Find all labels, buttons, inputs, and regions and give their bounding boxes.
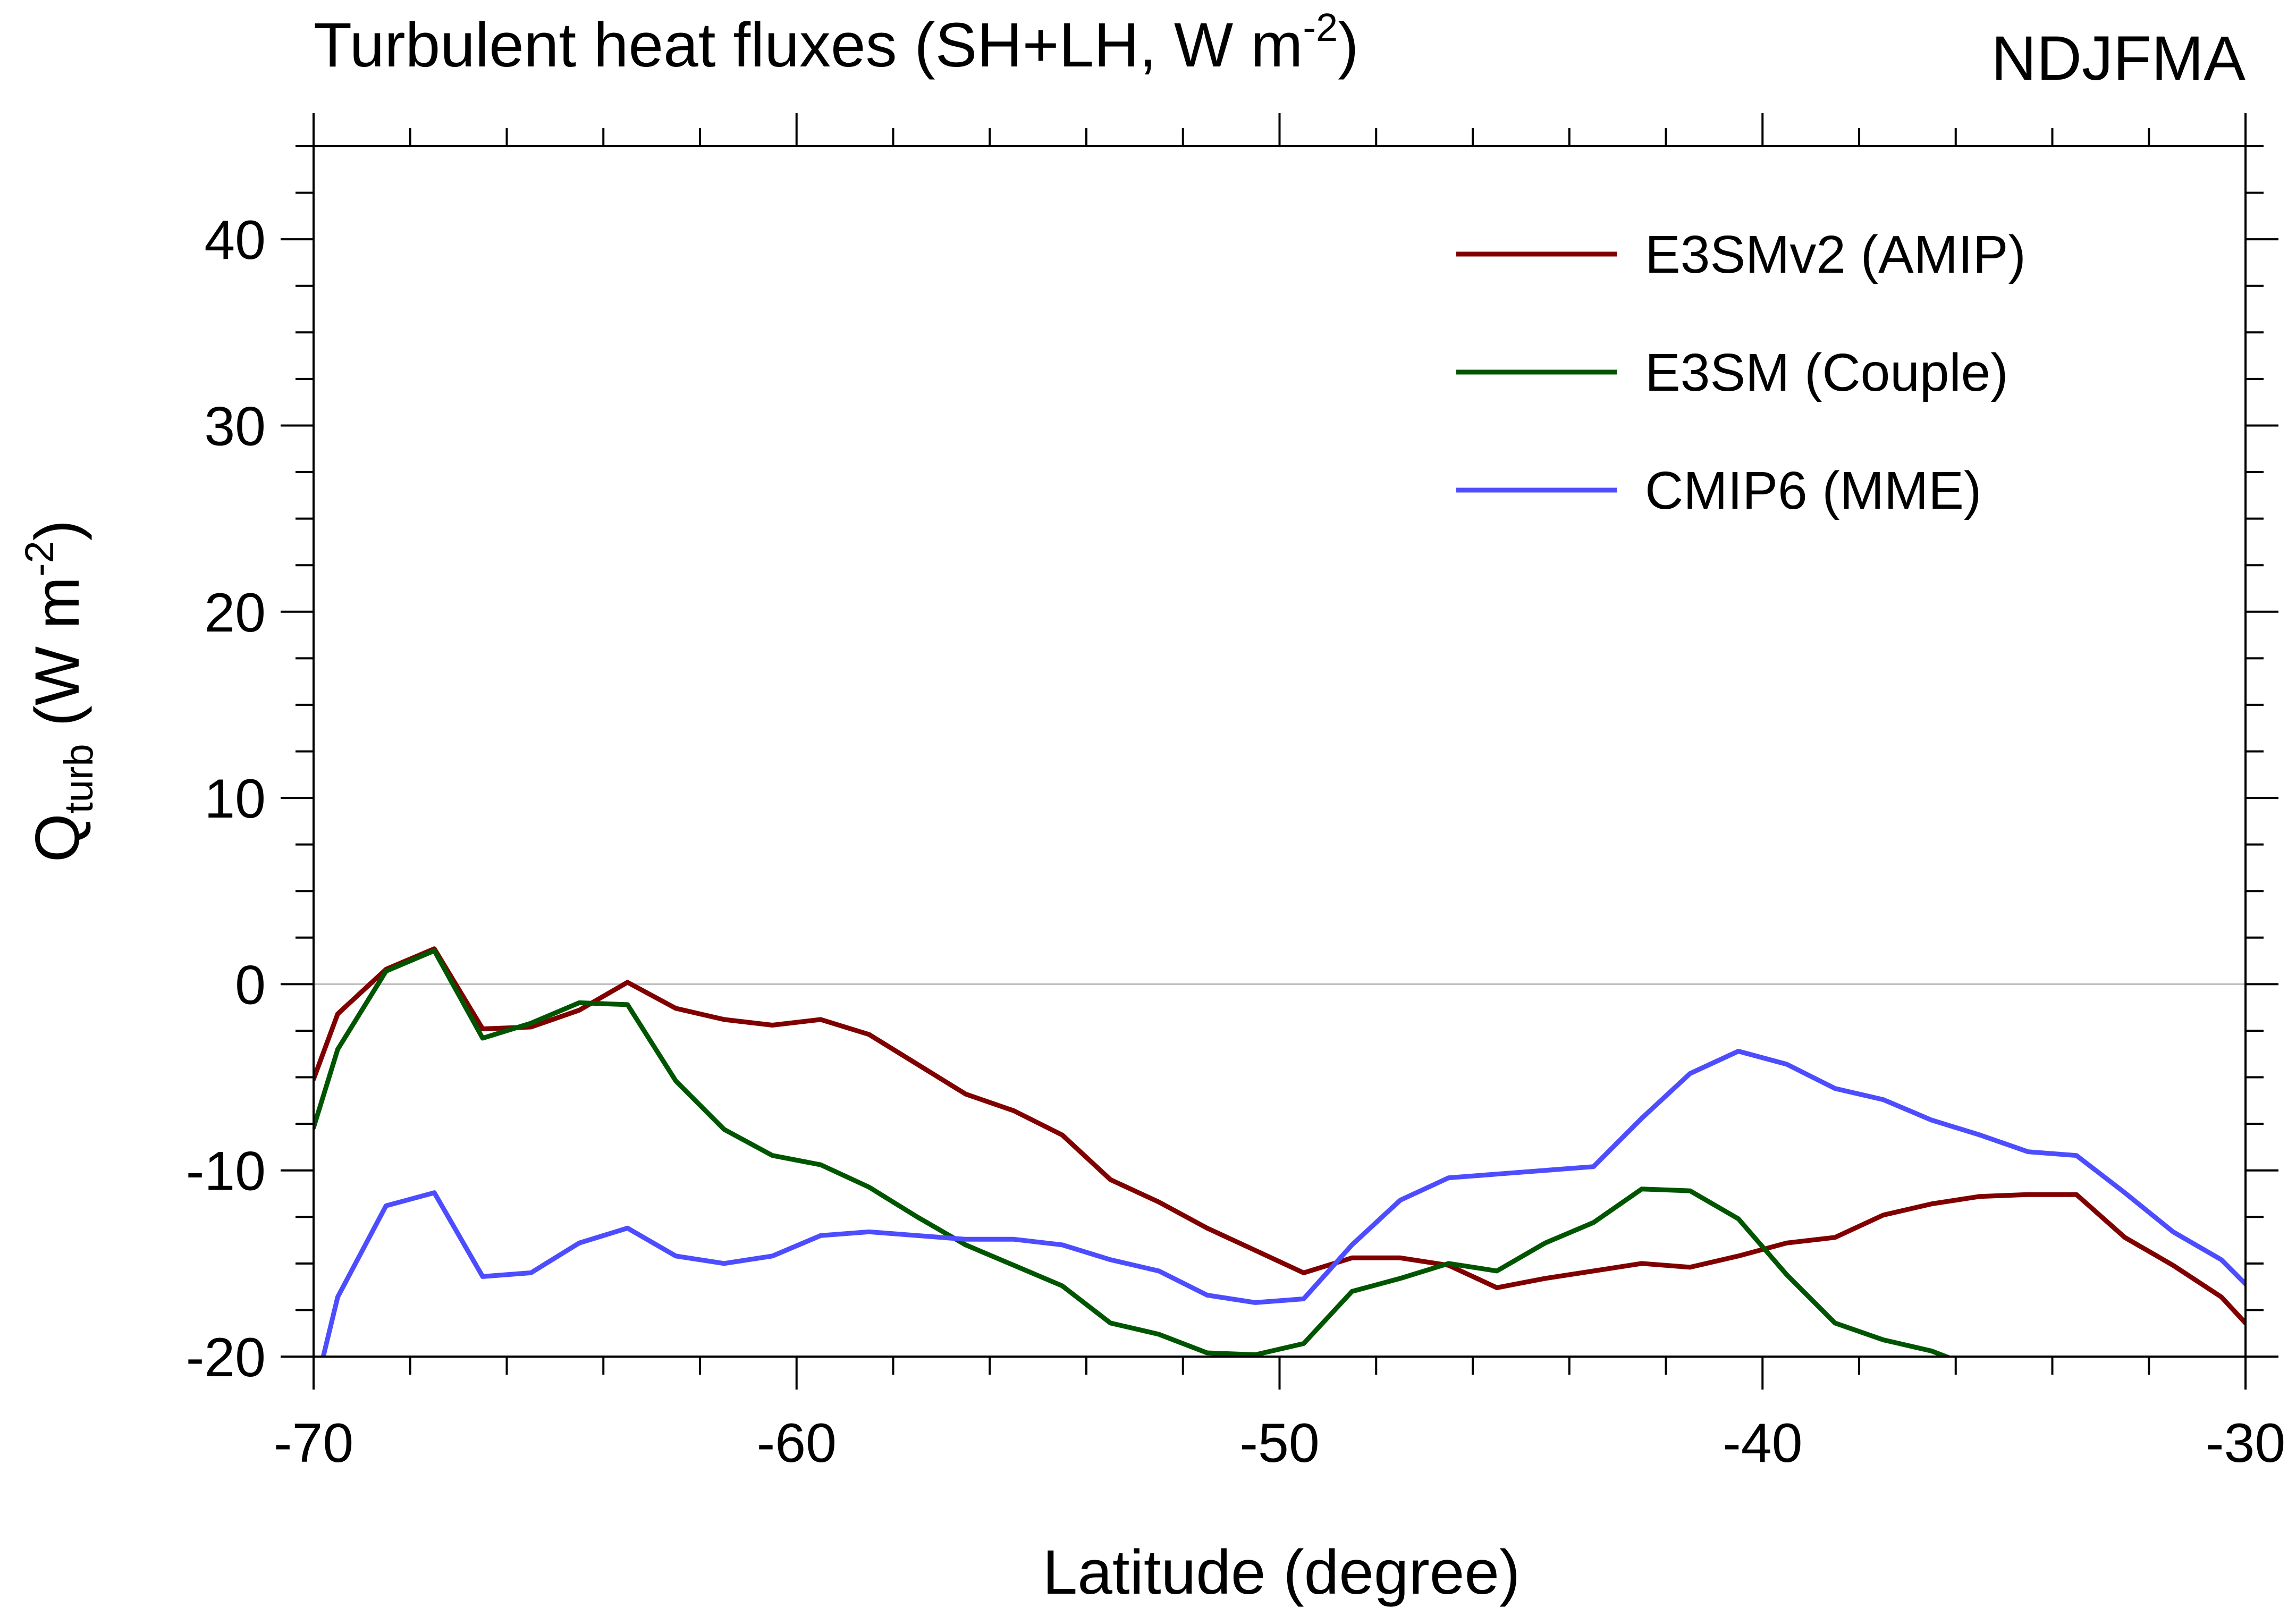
x-axis-label: Latitude (degree) — [1043, 1537, 1521, 1607]
chart-title-text: Turbulent heat fluxes (SH+LH, W m — [314, 10, 1303, 80]
y-axis-label-main: Q — [22, 813, 92, 862]
legend-label-3: CMIP6 (MME) — [1645, 461, 1981, 520]
y-tick-label: 20 — [204, 582, 266, 644]
series-line-3 — [320, 1049, 2246, 1357]
legend-label-2: E3SM (Couple) — [1645, 343, 2008, 402]
y-tick-label: 0 — [235, 954, 266, 1016]
tick-labels-layer: -70 -60 -50 -40 -30 -20 -10 0 10 20 30 40 — [186, 209, 2285, 1474]
chart-title: Turbulent heat fluxes (SH+LH, W m-2) — [314, 5, 1359, 80]
x-tick-label: -70 — [274, 1412, 353, 1474]
x-tick-label: -60 — [757, 1412, 837, 1474]
y-axis-label-subscript: turb — [56, 744, 102, 813]
series-layer — [314, 946, 2246, 1357]
y-axis-label-superscript: -2 — [17, 541, 62, 577]
x-tick-label: -40 — [1723, 1412, 1802, 1474]
series-line-2 — [314, 948, 1953, 1357]
y-axis-label: Qturb (W m-2) — [17, 520, 102, 862]
season-label: NDJFMA — [1991, 23, 2246, 94]
y-axis-label-end: ) — [22, 520, 92, 541]
ticks-layer — [281, 113, 2278, 1390]
legend: E3SMv2 (AMIP) E3SM (Couple) CMIP6 (MME) — [1456, 225, 2026, 520]
legend-label-1: E3SMv2 (AMIP) — [1645, 225, 2026, 284]
y-tick-label: 30 — [204, 395, 266, 457]
y-tick-label: -20 — [186, 1327, 266, 1388]
y-tick-label: 40 — [204, 209, 266, 271]
x-tick-label: -50 — [1239, 1412, 1319, 1474]
y-tick-label: -10 — [186, 1141, 266, 1202]
series-line-1 — [314, 946, 2246, 1326]
y-tick-label: 10 — [204, 768, 266, 830]
y-axis-label-units: (W m — [22, 577, 92, 744]
x-tick-label: -30 — [2206, 1412, 2285, 1474]
chart-title-superscript: -2 — [1303, 5, 1338, 49]
chart-title-suffix: ) — [1338, 10, 1358, 80]
